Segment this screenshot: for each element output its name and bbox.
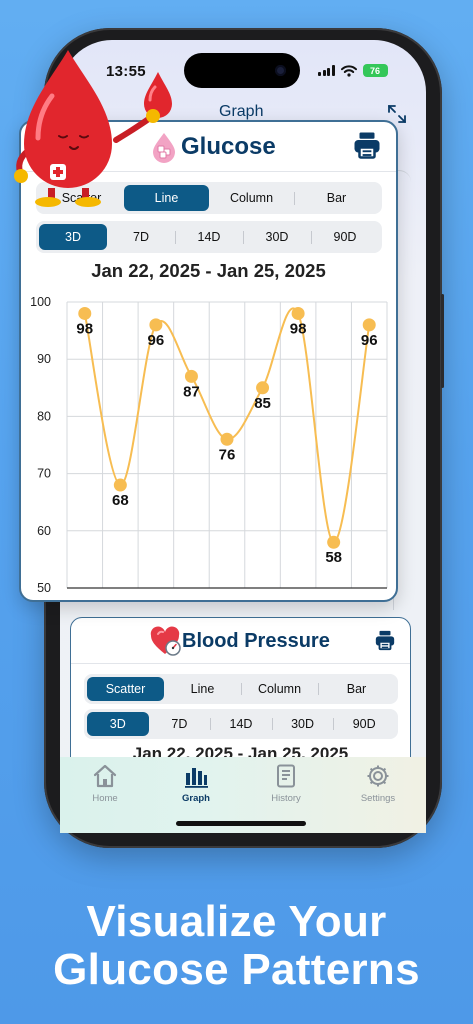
data-label-7: 58 bbox=[325, 549, 342, 566]
data-point-3 bbox=[184, 369, 198, 383]
bp-chart-type-line[interactable]: Line bbox=[190, 682, 215, 696]
glucose-range-14d[interactable]: 14D bbox=[175, 224, 243, 250]
status-time: 13:55 bbox=[106, 63, 146, 80]
bp-card-header: Blood Pressure bbox=[71, 618, 410, 664]
expand-icon[interactable] bbox=[386, 103, 408, 125]
bp-chart-type-bar[interactable]: Bar bbox=[318, 677, 395, 701]
glucose-chart-type-bar[interactable]: Bar bbox=[294, 185, 379, 211]
bp-chart-type-column[interactable]: Column bbox=[241, 677, 318, 701]
tab-history-label: History bbox=[271, 793, 301, 804]
data-point-4 bbox=[220, 432, 234, 446]
glucose-date-range: Jan 22, 2025 - Jan 25, 2025 bbox=[91, 260, 326, 281]
tab-history[interactable]: History bbox=[246, 763, 326, 804]
caption-line-1: Visualize Your bbox=[86, 897, 387, 946]
y-tick-label-1: 60 bbox=[37, 524, 51, 538]
data-point-8 bbox=[362, 318, 376, 332]
wifi-icon bbox=[340, 64, 357, 77]
tab-home-label: Home bbox=[92, 793, 118, 804]
tab-settings-label: Settings bbox=[360, 793, 396, 804]
y-tick-label-5: 100 bbox=[30, 295, 51, 309]
data-label-3: 87 bbox=[183, 383, 200, 400]
heart-gauge-icon bbox=[150, 626, 181, 656]
y-tick-label-2: 70 bbox=[37, 467, 51, 481]
data-label-2: 96 bbox=[148, 332, 165, 349]
battery-icon: 76 bbox=[362, 64, 388, 77]
blood-pressure-card: Blood Pressure Scatter Line Column Bar 3… bbox=[70, 617, 411, 777]
glucose-range-30d[interactable]: 30D bbox=[243, 224, 311, 250]
cellular-signal-icon bbox=[318, 65, 335, 76]
tab-bar: Home Graph History Settings bbox=[60, 757, 426, 833]
data-point-6 bbox=[291, 306, 305, 320]
glucose-range-7d[interactable]: 7D bbox=[133, 230, 149, 244]
bp-range-90d[interactable]: 90D bbox=[333, 712, 395, 736]
y-tick-label-3: 80 bbox=[37, 409, 51, 423]
bp-range-7d[interactable]: 7D bbox=[171, 717, 188, 731]
data-point-2 bbox=[149, 318, 163, 332]
gear-icon bbox=[367, 765, 389, 787]
nav-title: Graph bbox=[219, 103, 264, 120]
glucose-chart-type-line[interactable]: Line bbox=[124, 185, 209, 211]
caption-line-2: Glucose Patterns bbox=[53, 945, 420, 994]
printer-icon[interactable] bbox=[374, 629, 396, 651]
bp-chart-type-scatter[interactable]: Scatter bbox=[87, 677, 164, 701]
data-label-0: 98 bbox=[76, 320, 93, 337]
glucose-chart-type-column[interactable]: Column bbox=[229, 191, 274, 205]
data-label-4: 76 bbox=[219, 446, 236, 463]
tab-graph[interactable]: Graph bbox=[156, 763, 236, 804]
data-point-0 bbox=[78, 306, 92, 320]
home-indicator bbox=[176, 821, 306, 826]
y-tick-label-4: 90 bbox=[37, 352, 51, 366]
tab-home[interactable]: Home bbox=[65, 763, 145, 804]
bp-card-title: Blood Pressure bbox=[182, 630, 330, 652]
document-icon bbox=[277, 764, 295, 788]
tab-settings[interactable]: Settings bbox=[338, 763, 418, 804]
data-point-5 bbox=[256, 381, 270, 395]
glucose-range-selector: 3D 7D 14D 30D 90D bbox=[36, 221, 382, 253]
bp-chart-type-selector: Scatter Line Column Bar bbox=[84, 674, 398, 704]
data-point-1 bbox=[113, 478, 127, 492]
data-label-8: 96 bbox=[361, 332, 378, 349]
blood-drop-mascot bbox=[14, 50, 172, 207]
data-label-6: 98 bbox=[290, 320, 307, 337]
bp-range-3d[interactable]: 3D bbox=[87, 712, 149, 736]
glucose-card-title: Glucose bbox=[181, 133, 276, 160]
dynamic-island bbox=[184, 53, 300, 88]
printer-icon[interactable] bbox=[352, 130, 382, 160]
glucose-drop-icon bbox=[153, 133, 175, 163]
marketing-caption: Visualize Your Glucose Patterns bbox=[0, 898, 473, 994]
home-icon bbox=[93, 764, 117, 788]
glucose-card-header: Glucose bbox=[21, 122, 396, 172]
chart-icon bbox=[185, 768, 208, 788]
power-button bbox=[441, 294, 444, 388]
glucose-range-3d[interactable]: 3D bbox=[39, 224, 107, 250]
glucose-range-90d[interactable]: 90D bbox=[311, 224, 379, 250]
glucose-line-chart[interactable]: 50 60 70 80 90 100 98 68 96 87 76 85 98 58 96 bbox=[21, 292, 398, 602]
data-point-7 bbox=[327, 535, 341, 549]
tab-graph-label: Graph bbox=[182, 793, 210, 804]
bp-range-30d[interactable]: 30D bbox=[271, 712, 334, 736]
bp-range-14d[interactable]: 14D bbox=[210, 712, 272, 736]
data-label-5: 85 bbox=[254, 395, 271, 412]
data-label-1: 68 bbox=[112, 492, 129, 509]
status-icons: 76 bbox=[318, 64, 388, 77]
y-tick-label-0: 50 bbox=[37, 581, 51, 595]
bp-range-selector: 3D 7D 14D 30D 90D bbox=[84, 709, 398, 739]
